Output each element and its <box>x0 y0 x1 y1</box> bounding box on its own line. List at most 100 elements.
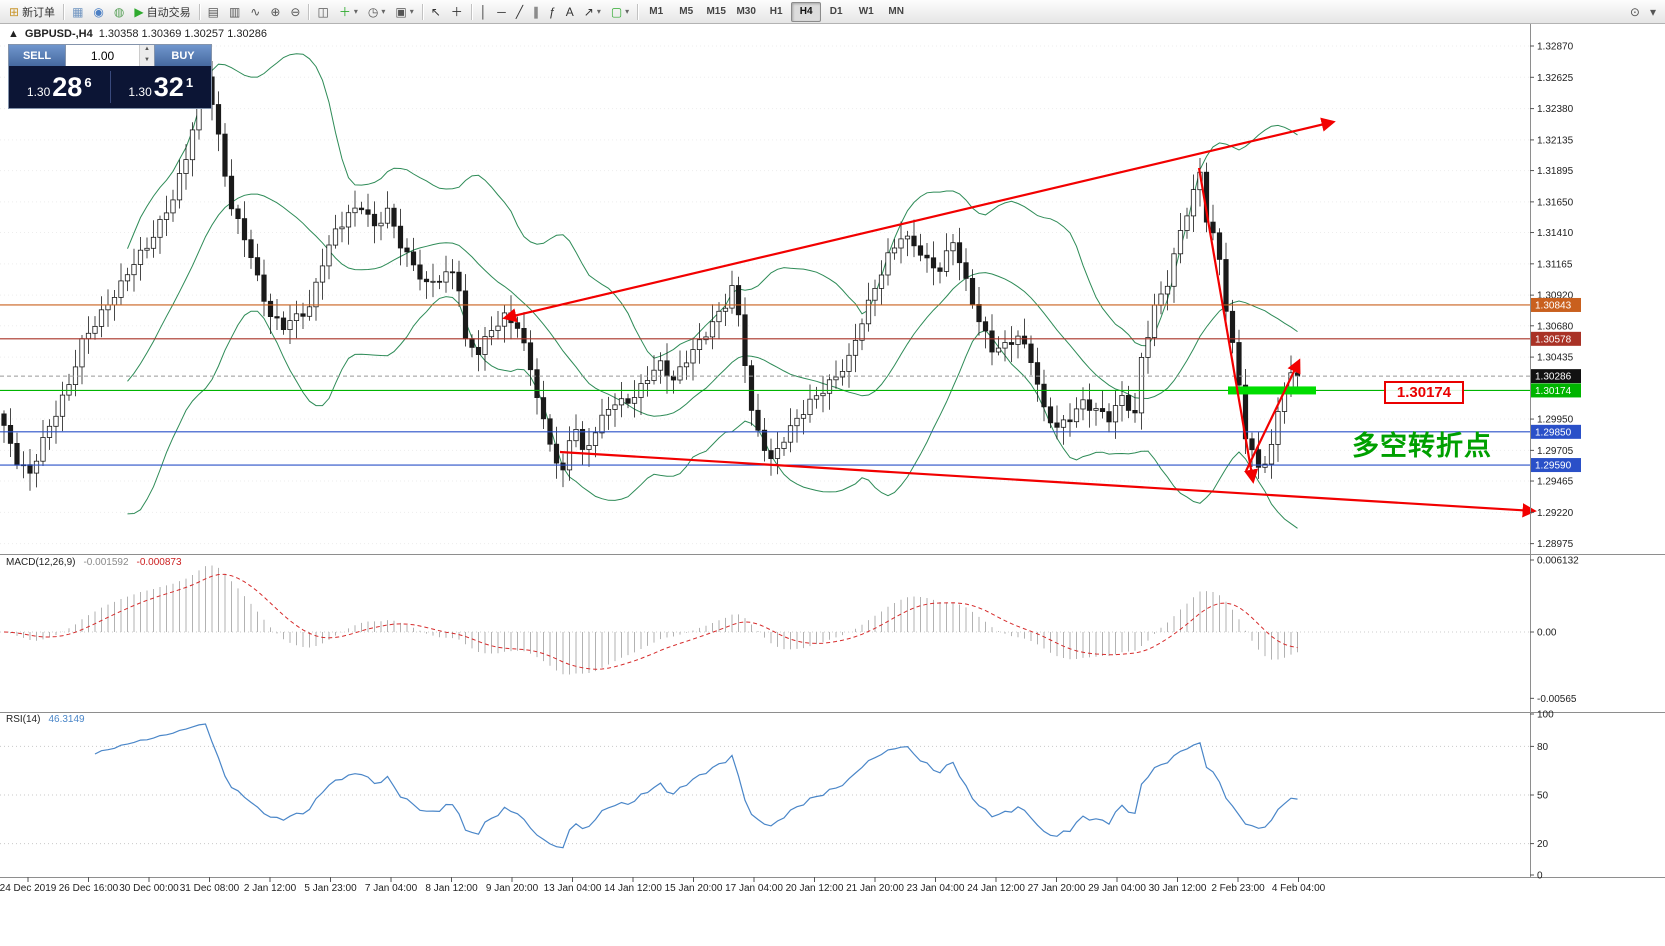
candles <box>1 61 1301 491</box>
svg-text:1.29950: 1.29950 <box>1537 415 1574 426</box>
auto-trading-icon: ▶ <box>134 4 144 19</box>
price-badge: 1.30843 <box>1531 297 1581 312</box>
candle <box>1138 356 1145 414</box>
profiles-icon[interactable]: ◉ <box>88 1 108 23</box>
candle <box>1125 394 1132 411</box>
macd-title: MACD(12,26,9) <box>6 557 76 568</box>
sell-button[interactable]: SELL <box>9 45 65 66</box>
rising-trendline[interactable] <box>502 117 1336 323</box>
candle <box>14 442 20 466</box>
candle <box>345 212 352 228</box>
zoom-out-icon[interactable]: ⊖ <box>285 1 305 23</box>
drop-arrow[interactable] <box>1197 167 1259 484</box>
buy-button[interactable]: BUY <box>155 45 211 66</box>
new-order-button[interactable]: ⊞ 新订单 <box>4 1 60 23</box>
crosshair-icon[interactable]: ＋ <box>446 1 468 23</box>
trendline-icon[interactable]: ╱ <box>511 1 528 23</box>
strategy-tester-icon: ◍ <box>113 4 125 19</box>
price-badge: 1.30578 <box>1531 331 1581 346</box>
candlestick-chart-icon[interactable]: ▥ <box>224 1 245 23</box>
support-zone-bar[interactable] <box>1228 386 1316 395</box>
line-chart-icon[interactable]: ∿ <box>245 1 265 23</box>
horizontal-line-icon[interactable]: ─ <box>492 1 511 23</box>
time-label: 27 Jan 20:00 <box>1028 883 1086 894</box>
turning-point-text[interactable]: 多空转折点 <box>1352 431 1492 461</box>
ask-pips: 32 <box>153 71 184 102</box>
auto-trading-button[interactable]: ▶ 自动交易 <box>129 1 195 23</box>
timeframe-m1[interactable]: M1 <box>649 6 664 17</box>
candle <box>404 247 410 253</box>
bid-price: 1.30 28 6 <box>9 73 110 101</box>
candle <box>378 222 384 227</box>
timeframe-mn[interactable]: MN <box>888 6 904 17</box>
channel-icon[interactable]: ∥ <box>528 1 544 23</box>
search-icon[interactable]: ⊙ <box>1625 1 1645 23</box>
price-annotation-box[interactable]: 1.30174 <box>1384 381 1464 404</box>
candle <box>1002 342 1008 349</box>
candle <box>1054 422 1060 428</box>
candle <box>859 323 865 341</box>
tile-windows-icon[interactable]: ◫ <box>312 1 333 23</box>
text-icon[interactable]: A <box>561 1 579 23</box>
charts-window-icon[interactable]: ▦ <box>67 1 88 23</box>
toolbar-separator <box>470 3 472 20</box>
symbol-ohlc-values: 1.30358 1.30369 1.30257 1.30286 <box>98 28 267 40</box>
timeframe-m15[interactable]: M15 <box>706 6 726 17</box>
svg-text:0.006132: 0.006132 <box>1537 555 1579 566</box>
candle <box>891 247 898 254</box>
strategy-tester-icon[interactable]: ◍ <box>109 1 129 23</box>
horizontal-line-icon: ─ <box>497 4 506 19</box>
candle <box>1171 253 1177 287</box>
toolbar-separator <box>308 3 310 20</box>
timeframe-m5[interactable]: M5 <box>679 6 694 17</box>
candle <box>306 306 313 317</box>
candle <box>384 207 391 224</box>
help-menu-icon[interactable]: ▾ <box>1645 1 1661 23</box>
fibonacci-icon[interactable]: ƒ <box>544 1 561 23</box>
candle <box>904 235 911 240</box>
help-menu-icon: ▾ <box>1649 4 1656 19</box>
falling-trendline[interactable] <box>559 450 1537 518</box>
svg-text:1.31650: 1.31650 <box>1537 197 1574 208</box>
arrow-tool-icon[interactable]: ↗ ▾ <box>579 1 606 23</box>
macd-label: MACD(12,26,9) -0.001592 -0.000873 <box>6 557 182 568</box>
templates-icon[interactable]: ▣ ▾ <box>390 1 418 23</box>
candle <box>228 175 235 210</box>
candle <box>982 321 989 332</box>
vertical-line-icon[interactable]: │ <box>475 1 493 23</box>
lot-increase-button[interactable]: ▲ <box>140 45 154 56</box>
arrow-tool-icon: ↗ <box>583 4 594 19</box>
lot-size-input[interactable] <box>66 47 139 64</box>
indicators-icon[interactable]: ＋ ▾ <box>334 1 363 23</box>
candle <box>976 303 982 323</box>
lot-decrease-button[interactable]: ▼ <box>140 55 154 66</box>
candle <box>755 409 761 431</box>
rebound-arrow[interactable] <box>1245 358 1301 472</box>
periods-icon: ◷ <box>367 4 379 19</box>
rsi-value: 46.3149 <box>48 714 85 725</box>
candle <box>813 395 820 400</box>
periods-icon[interactable]: ◷ ▾ <box>363 1 391 23</box>
macd-value-signal: -0.000873 <box>136 557 182 568</box>
candle <box>956 242 963 264</box>
cursor-icon[interactable]: ↖ <box>426 1 446 23</box>
candle <box>683 362 690 368</box>
timeframe-d1[interactable]: D1 <box>829 6 843 17</box>
time-label: 8 Jan 12:00 <box>425 883 478 894</box>
timeframe-m30[interactable]: M30 <box>736 6 756 17</box>
time-label: 7 Jan 04:00 <box>365 883 418 894</box>
bar-chart-icon[interactable]: ▤ <box>203 1 224 23</box>
shapes-icon[interactable]: ▢ ▾ <box>606 1 634 23</box>
candle <box>1028 343 1034 364</box>
candle <box>85 332 92 340</box>
timeframe-h4[interactable]: H4 <box>791 1 822 22</box>
candle <box>423 278 430 283</box>
svg-text:100: 100 <box>1537 710 1554 721</box>
timeframe-w1[interactable]: W1 <box>858 6 874 17</box>
symbol-name: GBPUSD-,H4 <box>24 28 93 40</box>
time-label: 31 Dec 08:00 <box>180 883 240 894</box>
lot-size-field[interactable]: ▲ ▼ <box>65 45 155 66</box>
zoom-in-icon[interactable]: ⊕ <box>265 1 285 23</box>
timeframe-h1[interactable]: H1 <box>769 6 783 17</box>
candle <box>183 159 189 174</box>
